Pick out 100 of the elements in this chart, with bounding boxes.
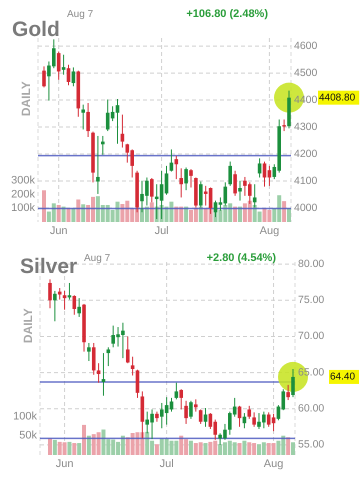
chart-title: Silver bbox=[20, 255, 78, 278]
candlestick bbox=[228, 161, 232, 186]
y-tick-label: 4600 bbox=[294, 40, 318, 52]
candlestick bbox=[174, 155, 178, 180]
candlestick bbox=[179, 388, 184, 410]
candlestick bbox=[106, 346, 110, 367]
candlestick bbox=[282, 118, 286, 132]
candlestick bbox=[238, 180, 242, 202]
x-tick-label: Jul bbox=[154, 225, 169, 237]
x-tick-label: Jul bbox=[160, 458, 174, 470]
candlestick bbox=[247, 405, 252, 420]
x-tick-label: Jun bbox=[50, 225, 68, 237]
y-tick-label: 4500 bbox=[294, 66, 318, 79]
candlestick bbox=[286, 384, 290, 401]
candlestick bbox=[56, 50, 60, 80]
candlestick bbox=[189, 168, 193, 188]
bar bbox=[67, 442, 72, 455]
bar bbox=[238, 206, 242, 222]
candlestick bbox=[136, 369, 140, 398]
candlestick bbox=[179, 168, 183, 198]
y-tick-label: 60.00 bbox=[298, 402, 324, 415]
bar bbox=[52, 440, 57, 455]
chart-subtitle: Aug 7 bbox=[84, 253, 111, 264]
y-tick-label: 4000 bbox=[294, 202, 318, 214]
candlestick bbox=[48, 278, 52, 309]
y-tick-label: 80.00 bbox=[298, 258, 324, 270]
candlestick bbox=[194, 398, 198, 412]
x-tick-label: Jun bbox=[56, 458, 74, 470]
annotation: +2.80 (4.54%) bbox=[206, 252, 276, 264]
candlestick bbox=[66, 64, 70, 86]
bar bbox=[184, 206, 188, 222]
candlestick bbox=[184, 167, 188, 191]
candlestick bbox=[77, 298, 81, 318]
y2-tick-label: 200k bbox=[11, 188, 36, 200]
y2-tick-label: 300k bbox=[11, 174, 36, 187]
candlestick bbox=[233, 170, 237, 196]
bar bbox=[62, 206, 66, 222]
bar bbox=[72, 443, 76, 455]
candlestick bbox=[291, 368, 295, 398]
y2-tick-label: 100k bbox=[13, 410, 38, 422]
candlestick bbox=[155, 411, 159, 422]
candlestick bbox=[126, 336, 130, 364]
candlestick bbox=[72, 294, 76, 316]
candlestick bbox=[174, 382, 178, 400]
bar bbox=[282, 201, 286, 222]
chart-subtitle: Aug 7 bbox=[67, 9, 94, 20]
bar bbox=[76, 199, 80, 222]
candlestick bbox=[252, 412, 256, 428]
candlestick bbox=[198, 408, 202, 424]
candlestick bbox=[101, 135, 105, 156]
candlestick bbox=[242, 412, 246, 429]
text: 4408.80 bbox=[319, 92, 356, 104]
bar bbox=[86, 436, 91, 455]
bar bbox=[242, 440, 246, 455]
candlestick bbox=[42, 66, 46, 88]
y-tick-label: 4200 bbox=[294, 148, 318, 160]
bar bbox=[81, 204, 86, 222]
y2-axis-title: DAILY bbox=[19, 81, 34, 116]
candlestick bbox=[72, 66, 76, 87]
candlestick bbox=[68, 282, 72, 300]
text: +106.80 (2.48%) bbox=[186, 8, 268, 20]
candlestick bbox=[87, 342, 91, 362]
candlestick bbox=[86, 102, 90, 138]
candlestick bbox=[130, 356, 134, 376]
y-tick-label: 4100 bbox=[294, 174, 318, 187]
y2-axis-title: DAILY bbox=[21, 308, 36, 344]
candlestick bbox=[204, 408, 208, 428]
candlestick bbox=[102, 352, 106, 396]
bar bbox=[42, 190, 46, 222]
bar bbox=[188, 440, 193, 455]
x-tick-label: Aug bbox=[260, 225, 280, 237]
candlestick bbox=[184, 400, 188, 424]
candlestick bbox=[170, 148, 174, 172]
candlestick bbox=[58, 288, 62, 300]
bar bbox=[77, 443, 82, 455]
candlestick bbox=[92, 342, 96, 376]
candlestick bbox=[238, 405, 242, 428]
candlestick bbox=[189, 400, 193, 420]
candlestick bbox=[96, 135, 100, 194]
y-tick-label: 75.00 bbox=[298, 294, 324, 306]
candlestick bbox=[96, 362, 100, 384]
y-tick-label: 55.00 bbox=[298, 438, 324, 451]
chart-title: Gold bbox=[12, 18, 60, 41]
y2-tick-label: 100k bbox=[11, 202, 36, 214]
x-tick-label: Aug bbox=[264, 458, 284, 470]
bar bbox=[238, 443, 242, 455]
bar bbox=[233, 206, 238, 222]
candlestick bbox=[120, 114, 124, 148]
bar bbox=[286, 437, 290, 455]
candlestick bbox=[62, 54, 66, 76]
candlestick bbox=[258, 158, 262, 178]
candlestick bbox=[53, 290, 57, 322]
bar bbox=[82, 424, 86, 455]
y2-tick-label: 50k bbox=[19, 430, 38, 442]
bar bbox=[48, 438, 52, 455]
y-tick-label: 4300 bbox=[294, 120, 318, 133]
bar bbox=[56, 204, 61, 222]
y-tick-label: 70.00 bbox=[298, 330, 324, 342]
bar bbox=[154, 444, 159, 455]
bar bbox=[204, 443, 208, 455]
